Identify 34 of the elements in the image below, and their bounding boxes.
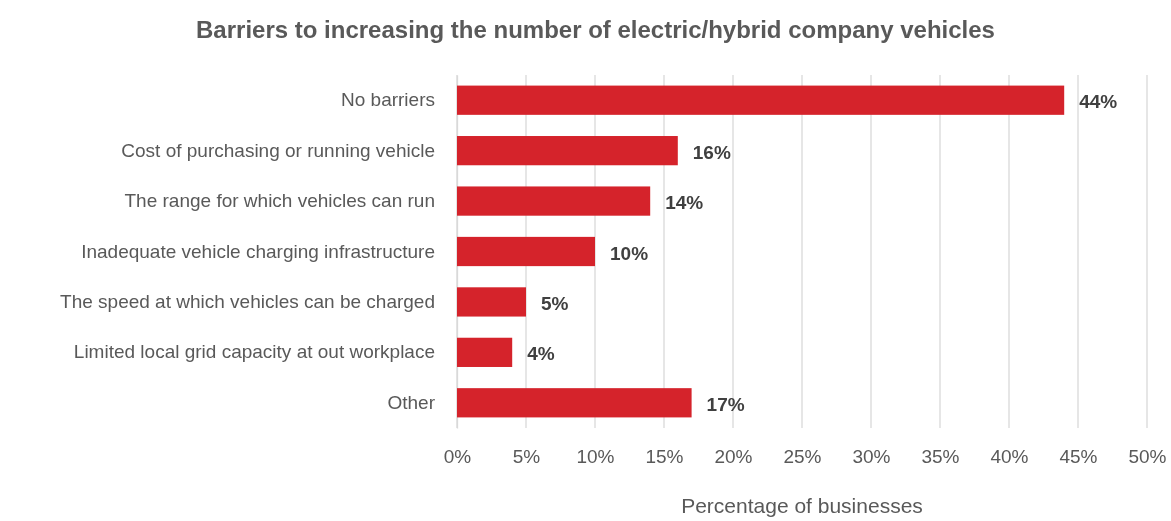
data-label: 14%	[665, 192, 704, 214]
data-label: 17%	[706, 393, 745, 415]
x-tick-label: 30%	[852, 446, 891, 468]
data-label: 16%	[692, 141, 731, 163]
x-axis-title: Percentage of businesses	[681, 494, 923, 517]
y-tick-label: The range for which vehicles can run	[124, 190, 435, 212]
bar	[457, 236, 595, 267]
x-tick-label: 25%	[783, 446, 822, 468]
chart-title: Barriers to increasing the number of electric/hybrid company vehicles	[196, 16, 995, 43]
x-tick-label: 20%	[714, 446, 753, 468]
x-tick-label: 50%	[1128, 446, 1167, 468]
bar	[457, 287, 526, 317]
bar	[457, 186, 651, 216]
bar	[457, 136, 678, 166]
y-tick-label: No barriers	[341, 89, 435, 111]
data-label: 5%	[541, 292, 569, 314]
y-tick-label: Limited local grid capacity at out workplace	[73, 341, 435, 363]
bar	[457, 337, 513, 367]
x-tick-label: 45%	[1059, 446, 1098, 468]
x-tick-label: 40%	[990, 446, 1029, 468]
x-tick-label: 0%	[443, 446, 472, 468]
y-tick-label: Inadequate vehicle charging infrastructure	[81, 240, 435, 262]
x-tick-label: 10%	[576, 446, 615, 468]
data-label: 10%	[610, 242, 649, 264]
y-tick-label: Cost of purchasing or running vehicle	[121, 139, 435, 161]
bar	[457, 388, 692, 418]
x-tick-label: 35%	[921, 446, 960, 468]
y-tick-label: The speed at which vehicles can be charged	[60, 291, 435, 313]
bar	[457, 85, 1065, 115]
x-tick-label: 5%	[512, 446, 541, 468]
y-tick-label: Other	[387, 391, 436, 413]
x-tick-label: 15%	[645, 446, 684, 468]
data-label: 4%	[527, 343, 555, 365]
data-label: 44%	[1079, 91, 1118, 113]
